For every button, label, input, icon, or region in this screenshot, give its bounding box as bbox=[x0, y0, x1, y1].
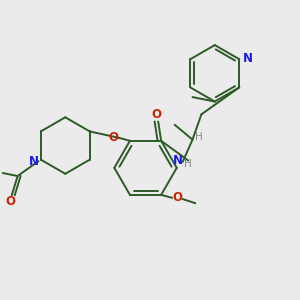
Text: H: H bbox=[184, 159, 192, 169]
Text: O: O bbox=[152, 108, 162, 122]
Text: N: N bbox=[173, 154, 183, 167]
Text: O: O bbox=[5, 195, 15, 208]
Text: H: H bbox=[195, 132, 203, 142]
Text: O: O bbox=[109, 131, 118, 144]
Text: N: N bbox=[243, 52, 253, 65]
Text: N: N bbox=[29, 154, 39, 168]
Text: O: O bbox=[172, 191, 182, 204]
